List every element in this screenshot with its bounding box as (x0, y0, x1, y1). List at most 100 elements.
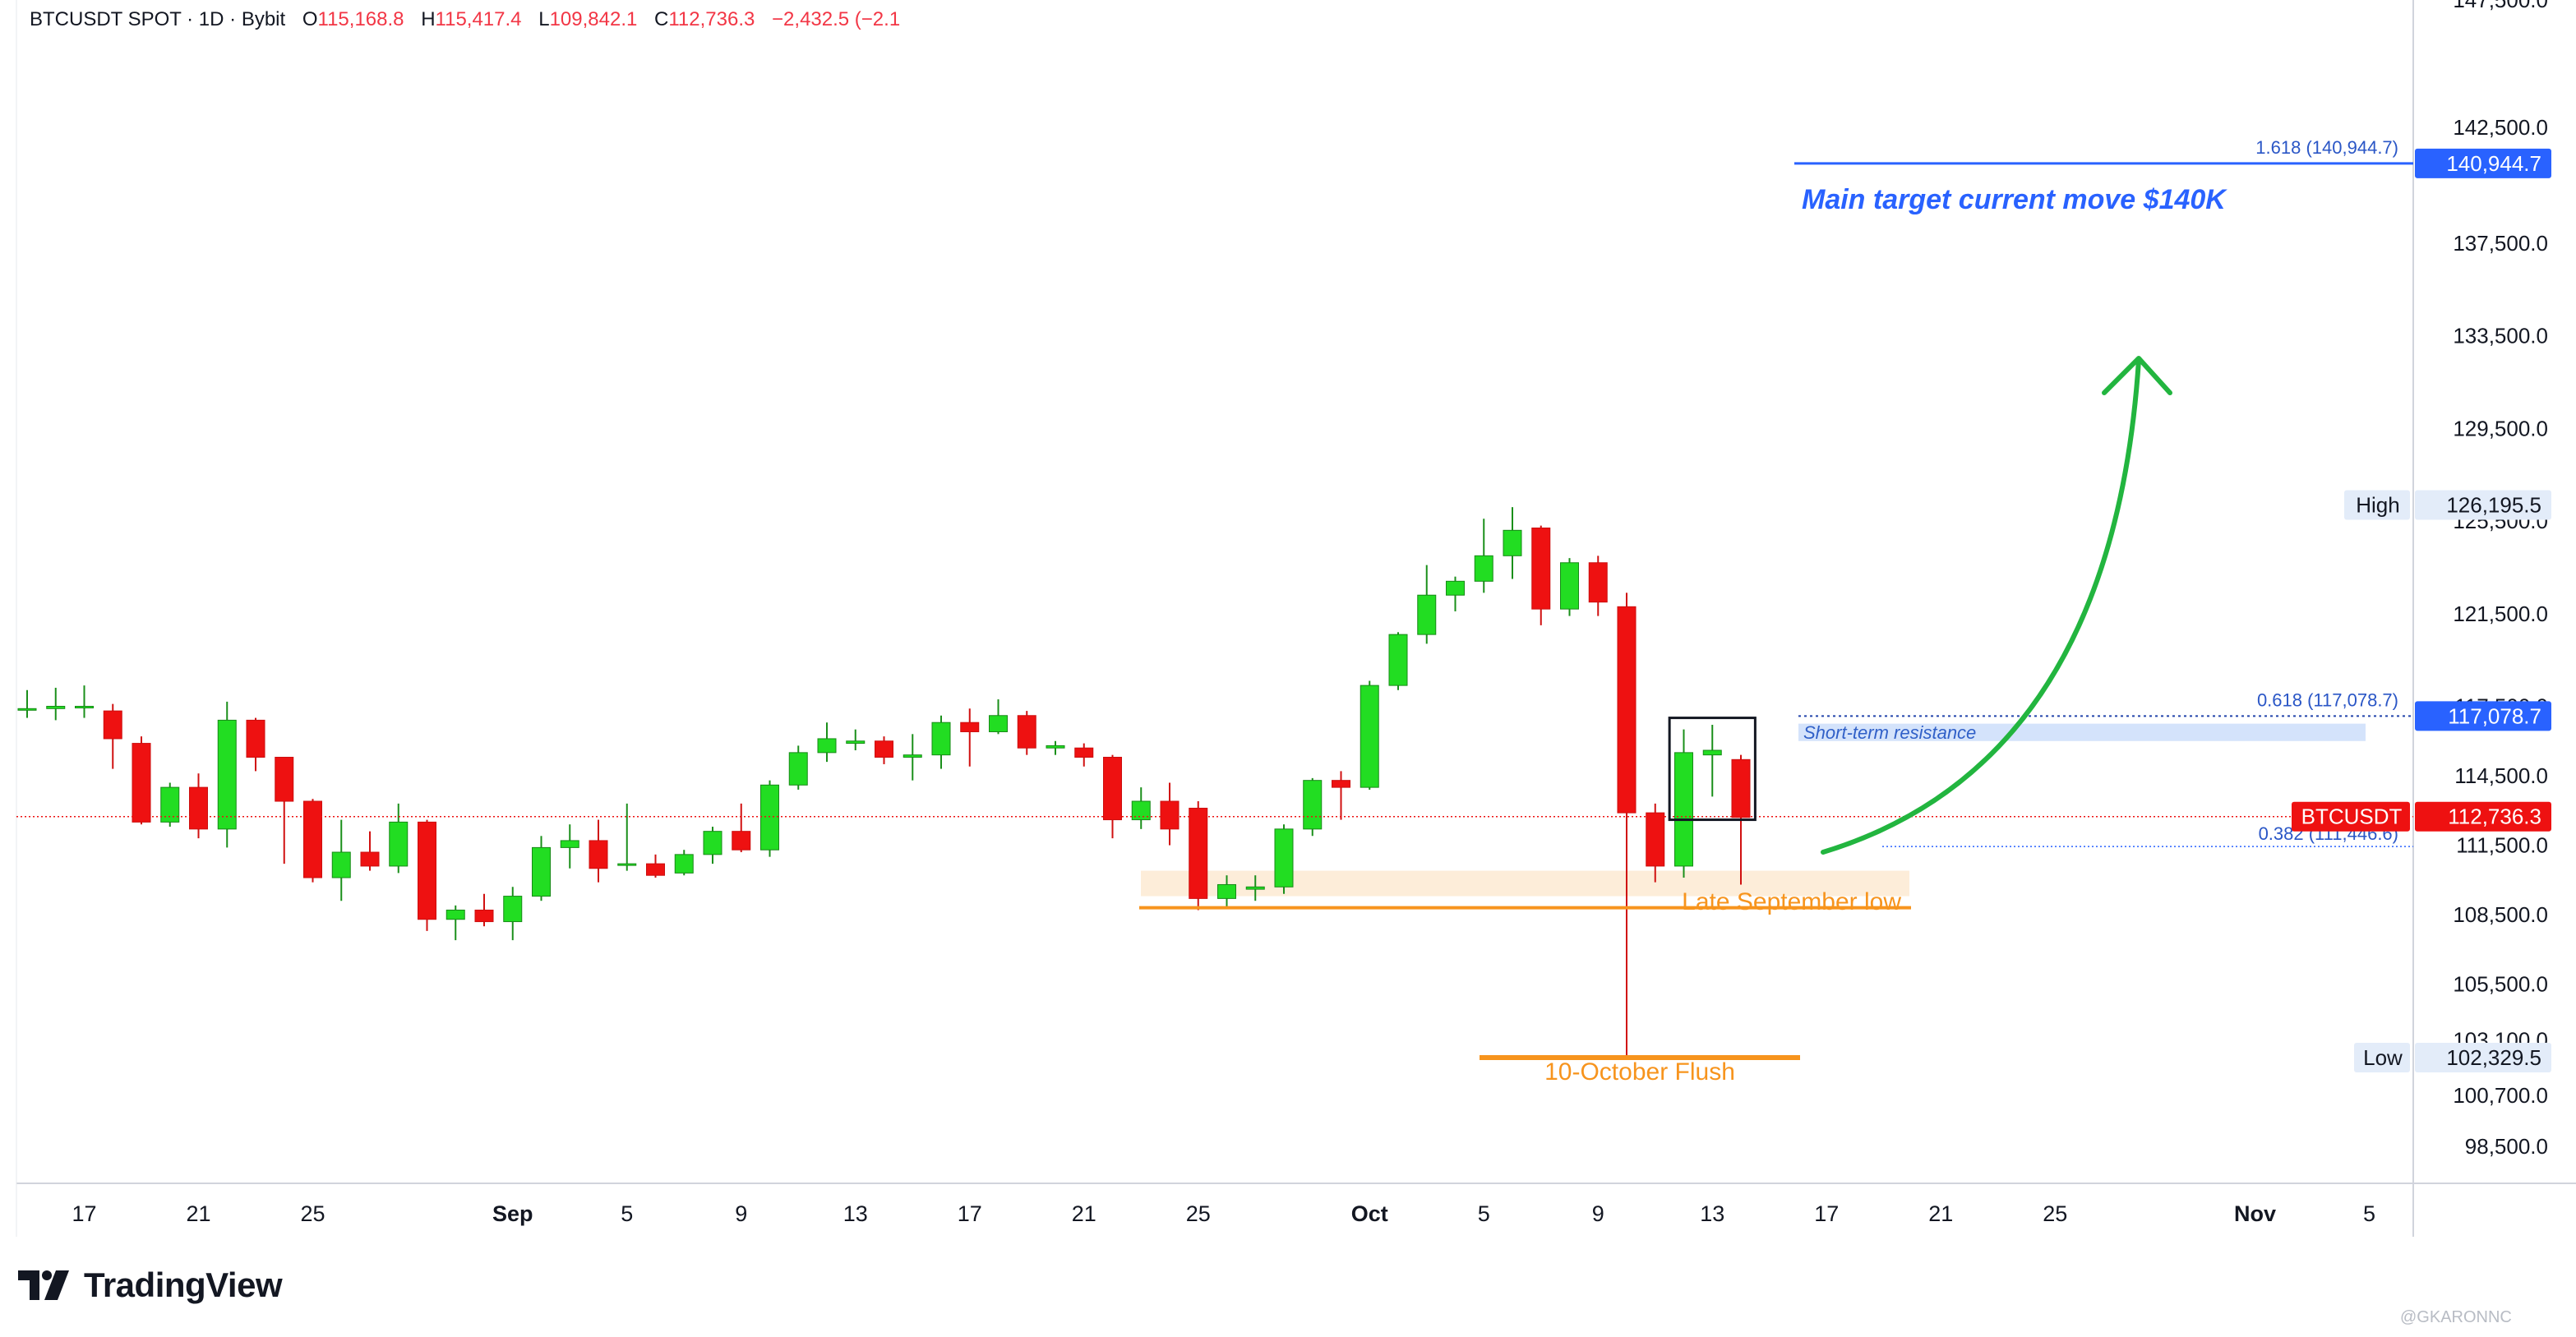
x-tick-label: 21 (1928, 1201, 1953, 1226)
candle-body (1103, 756, 1122, 821)
candle[interactable] (46, 687, 66, 721)
x-tick-label: 25 (1186, 1201, 1211, 1226)
candle[interactable] (1646, 803, 1665, 883)
candle-body (389, 821, 409, 867)
open-label: O (302, 8, 318, 30)
candle[interactable] (418, 819, 436, 931)
last-price-tag-bg (2415, 801, 2551, 832)
candle[interactable] (445, 905, 465, 941)
candle[interactable] (1417, 565, 1437, 644)
candle[interactable] (931, 715, 951, 769)
candle[interactable] (646, 854, 665, 878)
candle[interactable] (1046, 740, 1065, 755)
candle[interactable] (1702, 725, 1722, 797)
candle[interactable] (331, 819, 351, 901)
candle[interactable] (503, 887, 523, 941)
candle[interactable] (1474, 519, 1493, 593)
candle-body (474, 909, 494, 923)
candle[interactable] (674, 850, 694, 876)
candle[interactable] (903, 734, 922, 781)
candle[interactable] (160, 782, 180, 828)
candle-body (1046, 745, 1065, 749)
candle[interactable] (1074, 743, 1094, 767)
x-tick-label: 25 (2043, 1201, 2067, 1226)
candle[interactable] (560, 824, 579, 869)
candle[interactable] (360, 831, 380, 871)
candle[interactable] (1617, 592, 1637, 1058)
open-value: 115,168.8 (317, 8, 404, 30)
candle-body (1588, 562, 1608, 603)
candle[interactable] (875, 736, 893, 764)
fib-0618-tag-bg (2415, 701, 2551, 731)
candle-body (1531, 528, 1551, 610)
candle-body (189, 786, 208, 830)
candle[interactable] (1103, 754, 1122, 839)
candle[interactable] (1674, 729, 1693, 878)
x-tick-label: 21 (1072, 1201, 1096, 1226)
candle[interactable] (132, 736, 151, 825)
candle-body (1017, 715, 1036, 749)
candle[interactable] (1560, 558, 1579, 616)
candle[interactable] (817, 722, 837, 763)
short-term-resistance-label: Short-term resistance (1803, 722, 1976, 743)
candle[interactable] (189, 773, 208, 839)
candle[interactable] (1503, 507, 1522, 579)
candle[interactable] (617, 803, 637, 871)
candle[interactable] (1217, 875, 1236, 908)
candle[interactable] (989, 699, 1008, 735)
candle-body (732, 831, 751, 851)
candle[interactable] (1131, 787, 1151, 829)
candle-body (103, 710, 122, 740)
candle-body (875, 740, 893, 758)
last-price-tag: 112,736.3 (2415, 801, 2551, 832)
candle[interactable] (103, 703, 122, 769)
candle[interactable] (1303, 777, 1323, 837)
candle[interactable] (703, 827, 722, 864)
candle[interactable] (1017, 711, 1036, 755)
last-price-prefix: BTCUSDT (2301, 805, 2403, 829)
change-value: −2,432.5 (−2.1 (772, 8, 901, 30)
candle[interactable] (217, 701, 237, 848)
symbol-label: BTCUSDT SPOT · 1D · Bybit (30, 8, 286, 30)
candle[interactable] (589, 819, 608, 883)
candle[interactable] (1245, 875, 1265, 901)
candle[interactable] (474, 893, 494, 927)
candle[interactable] (532, 836, 551, 901)
candle[interactable] (303, 799, 322, 883)
high-label: H (421, 8, 436, 30)
arrow-head-icon (2102, 356, 2172, 395)
candle[interactable] (1274, 824, 1294, 894)
candle[interactable] (275, 756, 294, 864)
candle[interactable] (1360, 680, 1379, 790)
candle[interactable] (846, 729, 866, 751)
candle[interactable] (75, 685, 94, 718)
candle[interactable] (1388, 632, 1408, 690)
candle[interactable] (1189, 801, 1208, 911)
candle-body (1446, 580, 1465, 596)
candle[interactable] (17, 689, 37, 718)
candle-body (132, 743, 151, 823)
candle-body (1388, 634, 1408, 686)
candle-body (331, 851, 351, 878)
candle[interactable] (389, 803, 409, 874)
candle[interactable] (760, 780, 779, 857)
candle[interactable] (246, 717, 265, 772)
candle[interactable] (960, 708, 980, 767)
x-tick-label: 5 (621, 1201, 633, 1226)
late-september-low-zone (1141, 870, 1909, 897)
candle-body (1217, 883, 1236, 899)
candle[interactable] (1588, 556, 1608, 616)
candle[interactable] (732, 803, 751, 853)
candle[interactable] (1446, 576, 1465, 611)
candle-body (1189, 807, 1208, 899)
x-tick-label: Oct (1351, 1201, 1388, 1226)
candle[interactable] (1332, 771, 1350, 820)
candle[interactable] (1160, 782, 1180, 846)
tradingview-logo[interactable]: TradingView (18, 1266, 283, 1305)
y-tick-label: 111,500.0 (2456, 833, 2548, 858)
candle[interactable] (1531, 525, 1551, 625)
candle[interactable] (788, 745, 808, 790)
y-tick-label: 121,500.0 (2453, 602, 2548, 626)
candle-body (1245, 886, 1265, 890)
